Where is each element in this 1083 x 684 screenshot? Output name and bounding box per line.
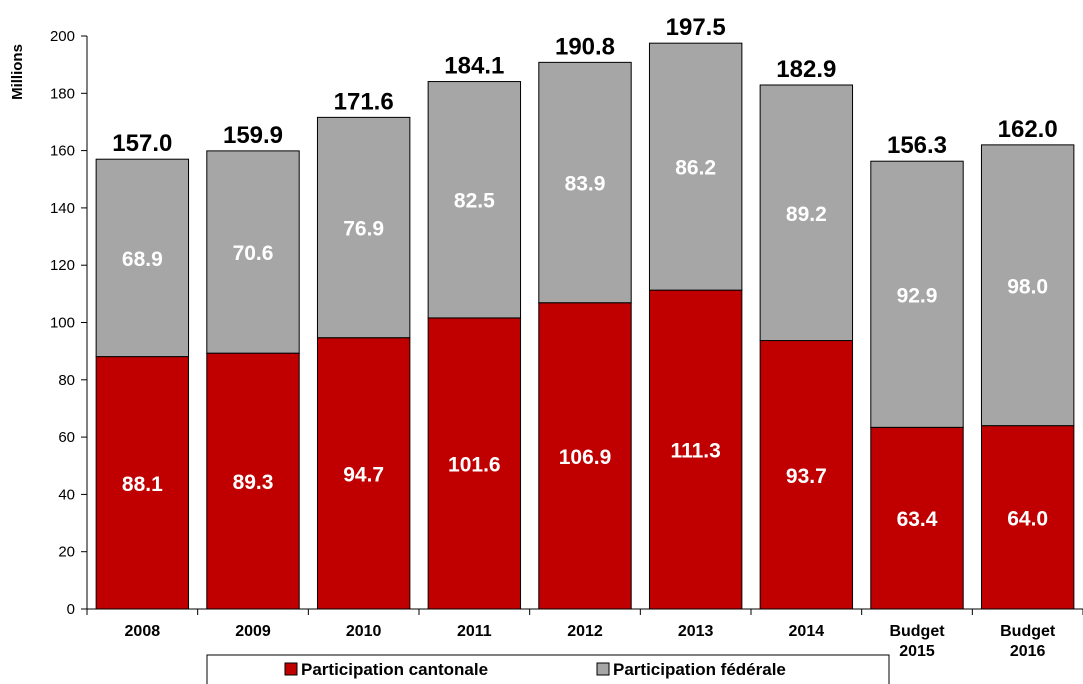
bar-segment-cantonale <box>206 352 300 610</box>
bar-segment-cantonale <box>316 337 411 610</box>
y-tick-label: 20 <box>58 544 75 561</box>
bar-value-label: 63.4 <box>897 508 938 531</box>
y-tick-label: 100 <box>50 315 75 332</box>
legend: Participation cantonale Participation fé… <box>206 654 890 684</box>
bar-value-label: 82.5 <box>454 190 495 213</box>
bar-value-label: 88.1 <box>122 473 163 496</box>
bar-value-label: 98.0 <box>1007 275 1048 298</box>
bar-segment-federale <box>206 150 300 354</box>
bars <box>95 42 1075 610</box>
x-tick-label: Budget 2015 <box>889 623 945 660</box>
x-tick-label: Budget 2016 <box>1000 623 1056 660</box>
bar-total-label: 156.3 <box>887 132 947 159</box>
legend-box <box>206 654 890 684</box>
y-tick-label: 160 <box>50 143 75 160</box>
bar-segment-cantonale <box>980 425 1075 610</box>
bar-total-label: 157.0 <box>112 130 172 157</box>
bar-segment-cantonale <box>648 289 743 610</box>
bar-total-label: 182.9 <box>776 56 836 83</box>
bar-segment-federale <box>427 81 522 319</box>
y-tick-label: 200 <box>50 28 75 45</box>
y-tick-label: 80 <box>58 372 75 389</box>
bar-segment-cantonale <box>870 426 964 610</box>
bar-value-label: 106.9 <box>559 446 612 469</box>
y-tick-label: 180 <box>50 85 75 102</box>
y-tick-label: 40 <box>58 486 75 503</box>
legend-swatch-federale <box>596 662 610 676</box>
bar-segment-federale <box>870 160 964 428</box>
bar-value-label: 83.9 <box>565 173 606 196</box>
bar-value-label: 111.3 <box>671 440 721 463</box>
bar-value-label: 101.6 <box>448 453 501 476</box>
x-tick-label: 2010 <box>346 623 382 640</box>
y-tick-label: 140 <box>50 200 75 217</box>
x-tick-label: 2008 <box>125 623 161 640</box>
bar-value-label: 89.3 <box>233 471 274 494</box>
x-tick-label: 2012 <box>567 623 603 640</box>
bar-total-label: 190.8 <box>555 33 615 60</box>
bar-value-label: 76.9 <box>343 218 384 241</box>
bar-value-label: 64.0 <box>1007 507 1048 530</box>
bar-total-label: 162.0 <box>998 116 1058 143</box>
y-tick-label: 120 <box>50 257 75 274</box>
bar-segment-cantonale <box>759 340 854 610</box>
bar-total-label: 159.9 <box>223 122 283 149</box>
bar-value-label: 89.2 <box>786 203 827 226</box>
legend-swatch-cantonale <box>284 662 298 676</box>
bar-total-label: 197.5 <box>666 14 726 41</box>
data-labels: 88.1 68.9 157.0 89.3 70.6 159.9 94.7 76.9 171.6 1… <box>112 14 1057 531</box>
bar-value-label: 94.7 <box>343 463 384 486</box>
bar-segment-cantonale <box>538 302 632 610</box>
legend-label-cantonale: Participation cantonale <box>301 660 488 679</box>
x-tick-label: 2014 <box>789 623 825 640</box>
legend-label-federale: Participation fédérale <box>613 660 786 679</box>
bar-total-label: 171.6 <box>334 88 394 115</box>
bar-value-label: 86.2 <box>675 157 716 180</box>
y-tick-label: 0 <box>67 601 75 618</box>
y-axis-label: Millions <box>9 44 26 100</box>
bar-segment-federale <box>980 144 1075 427</box>
x-tick-label: 2009 <box>235 623 271 640</box>
bar-segment-federale <box>648 42 743 291</box>
bar-segment-cantonale <box>95 356 190 610</box>
bar-value-label: 93.7 <box>786 465 827 488</box>
bar-segment-federale <box>538 61 632 304</box>
bar-segment-federale <box>759 84 854 342</box>
axes: 0 20 40 60 80 100 120 140 160 180 200 2008 2009 2010 2… <box>50 28 1083 660</box>
x-tick-label: 2013 <box>678 623 714 640</box>
bar-segment-cantonale <box>427 317 522 610</box>
bar-segment-federale <box>316 116 411 339</box>
x-tick-label: 2011 <box>457 623 492 640</box>
bar-value-label: 92.9 <box>897 284 938 307</box>
bar-segment-federale <box>95 158 190 358</box>
bar-total-label: 184.1 <box>444 53 504 80</box>
bar-value-label: 68.9 <box>122 248 163 271</box>
bar-value-label: 70.6 <box>233 242 274 265</box>
y-tick-label: 60 <box>58 429 75 446</box>
